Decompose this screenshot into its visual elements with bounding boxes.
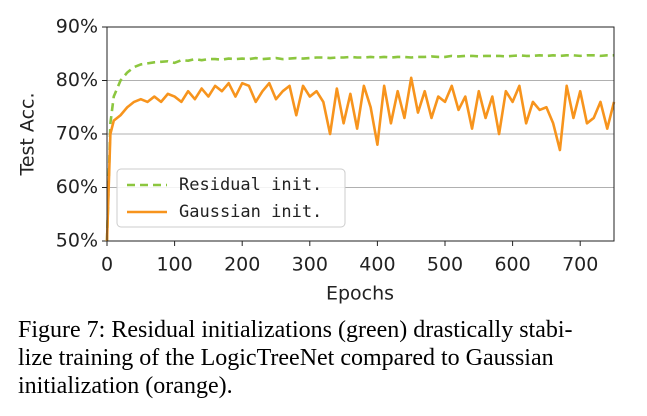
y-tick-label: 80% <box>56 69 98 91</box>
x-tick-label: 600 <box>494 254 530 276</box>
caption-line: Figure 7: Residual initializations (gree… <box>18 317 573 343</box>
series-line <box>105 54 614 242</box>
x-tick-label: 300 <box>292 254 328 276</box>
caption-line: lize training of the LogicTreeNet compar… <box>18 345 554 371</box>
y-tick-label: 50% <box>56 230 98 252</box>
y-axis-label: Test Acc. <box>17 92 39 176</box>
y-tick-label: 70% <box>56 123 98 145</box>
y-tick-label: 60% <box>56 176 98 198</box>
plot-frame <box>106 26 615 242</box>
x-tick-label: 0 <box>101 254 113 276</box>
x-tick-label: 700 <box>562 254 598 276</box>
y-tick-label: 90% <box>56 16 98 38</box>
legend-label: Residual init. <box>179 175 322 195</box>
x-tick-label: 200 <box>224 254 260 276</box>
series-line <box>105 76 616 242</box>
x-tick-label: 100 <box>156 254 192 276</box>
caption-line: initialization (orange). <box>18 373 233 399</box>
x-tick-label: 400 <box>359 254 395 276</box>
legend-label: Gaussian init. <box>179 202 322 222</box>
legend-box <box>116 168 346 228</box>
x-axis-label: Epochs <box>326 283 394 305</box>
x-tick-label: 500 <box>427 254 463 276</box>
